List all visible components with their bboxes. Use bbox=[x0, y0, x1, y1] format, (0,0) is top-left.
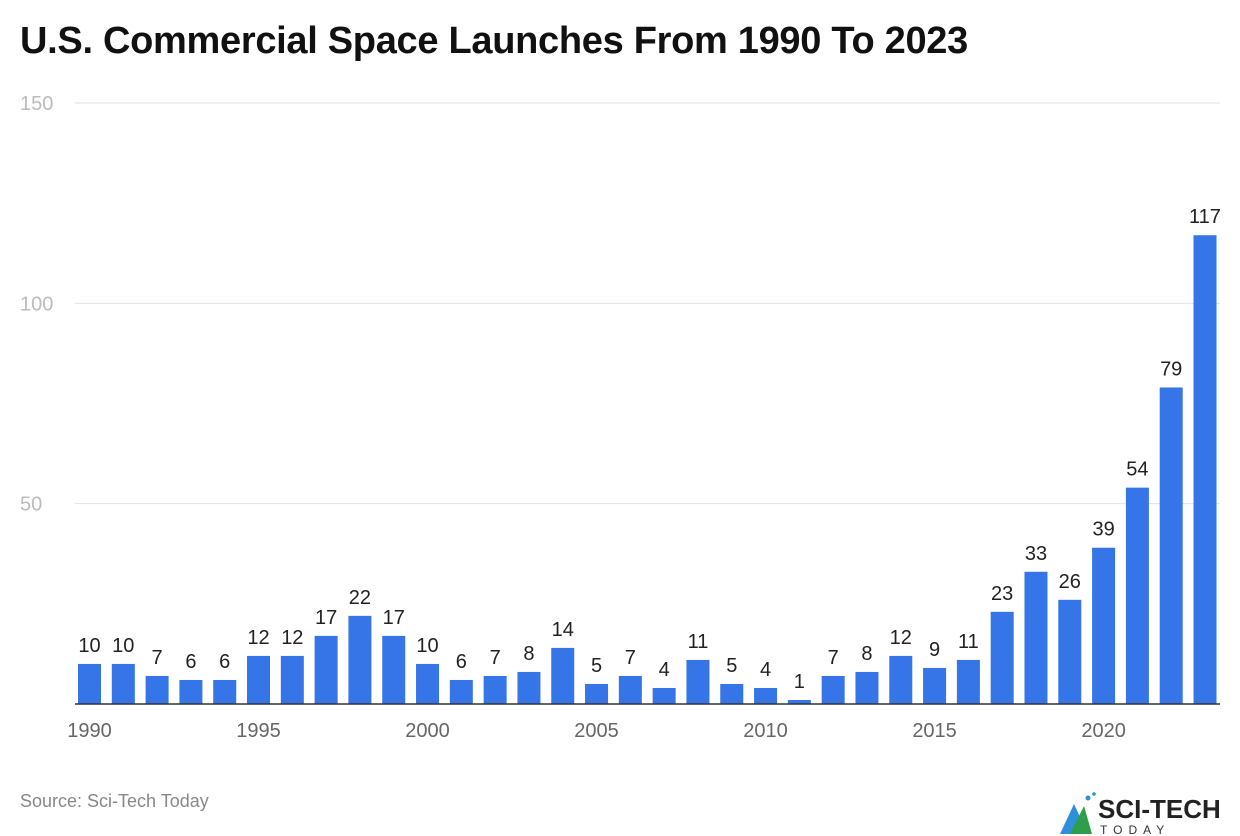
data-label: 14 bbox=[552, 619, 574, 641]
bar bbox=[213, 679, 237, 704]
data-label: 6 bbox=[219, 651, 230, 673]
bar bbox=[787, 699, 811, 704]
bar bbox=[821, 675, 845, 704]
bar bbox=[990, 611, 1014, 704]
bar bbox=[720, 683, 744, 704]
sci-tech-today-logo: SCI-TECH TODAY bbox=[1060, 792, 1221, 836]
data-label: 5 bbox=[726, 655, 737, 677]
bar bbox=[686, 659, 710, 704]
bar bbox=[855, 671, 879, 704]
x-tick-label: 2015 bbox=[912, 720, 957, 742]
data-label: 11 bbox=[958, 631, 979, 653]
x-tick-label: 1995 bbox=[236, 720, 281, 742]
data-label: 4 bbox=[760, 659, 771, 681]
y-tick-label: 150 bbox=[20, 93, 53, 115]
x-tick-label: 2005 bbox=[574, 720, 619, 742]
bar bbox=[483, 675, 507, 704]
x-tick-label: 2020 bbox=[1081, 720, 1126, 742]
data-label: 26 bbox=[1059, 571, 1081, 593]
bar bbox=[517, 671, 541, 704]
y-tick-label: 100 bbox=[20, 293, 53, 315]
bar bbox=[618, 675, 642, 704]
svg-text:TODAY: TODAY bbox=[1100, 823, 1170, 836]
data-label: 10 bbox=[112, 635, 134, 657]
svg-text:SCI-TECH: SCI-TECH bbox=[1098, 794, 1221, 824]
bar bbox=[78, 663, 101, 704]
source-note: Source: Sci-Tech Today bbox=[20, 791, 209, 811]
data-label: 39 bbox=[1092, 519, 1114, 541]
data-label: 11 bbox=[688, 631, 709, 653]
data-label: 7 bbox=[490, 647, 501, 669]
bar bbox=[179, 679, 203, 704]
x-tick-label: 2000 bbox=[405, 720, 450, 742]
data-label: 6 bbox=[185, 651, 196, 673]
data-label: 8 bbox=[523, 643, 534, 665]
bar bbox=[314, 635, 338, 704]
data-label: 6 bbox=[456, 651, 467, 673]
data-label: 12 bbox=[281, 627, 303, 649]
data-label: 23 bbox=[991, 583, 1013, 605]
data-label: 12 bbox=[247, 627, 269, 649]
bar bbox=[754, 687, 778, 704]
data-label: 1 bbox=[794, 671, 805, 693]
data-label: 10 bbox=[416, 635, 438, 657]
bar bbox=[382, 635, 406, 704]
bar bbox=[585, 683, 609, 704]
bar bbox=[449, 679, 473, 704]
y-tick-label: 50 bbox=[20, 494, 42, 516]
data-label: 7 bbox=[828, 647, 839, 669]
data-label: 4 bbox=[659, 659, 670, 681]
data-label: 79 bbox=[1160, 358, 1182, 380]
bar bbox=[280, 655, 304, 704]
bar bbox=[111, 663, 135, 704]
bar bbox=[145, 675, 169, 704]
x-tick-label: 2010 bbox=[743, 720, 788, 742]
data-label: 117 bbox=[1189, 206, 1221, 228]
bar bbox=[416, 663, 440, 704]
data-label: 22 bbox=[349, 587, 371, 609]
data-label: 5 bbox=[591, 655, 602, 677]
x-tick-label: 1990 bbox=[67, 720, 112, 742]
data-label: 7 bbox=[625, 647, 636, 669]
bar bbox=[247, 655, 271, 704]
bar bbox=[1058, 599, 1082, 704]
bar bbox=[652, 687, 676, 704]
data-label: 9 bbox=[929, 639, 940, 661]
bar bbox=[923, 667, 947, 704]
bar bbox=[889, 655, 913, 704]
bar bbox=[551, 647, 575, 704]
bar bbox=[956, 659, 980, 704]
bar bbox=[1159, 387, 1183, 704]
bar bbox=[1125, 487, 1149, 704]
data-label: 8 bbox=[861, 643, 872, 665]
data-label: 17 bbox=[383, 607, 405, 629]
data-label: 54 bbox=[1126, 459, 1148, 481]
chart-title: U.S. Commercial Space Launches From 1990… bbox=[20, 20, 968, 62]
data-label: 17 bbox=[315, 607, 337, 629]
data-label: 33 bbox=[1025, 543, 1047, 565]
data-label: 10 bbox=[78, 635, 100, 657]
data-label: 7 bbox=[152, 647, 163, 669]
bar bbox=[1193, 235, 1217, 704]
bar bbox=[1092, 547, 1116, 704]
bar bbox=[1024, 571, 1048, 704]
bar bbox=[348, 615, 372, 704]
data-label: 12 bbox=[890, 627, 912, 649]
